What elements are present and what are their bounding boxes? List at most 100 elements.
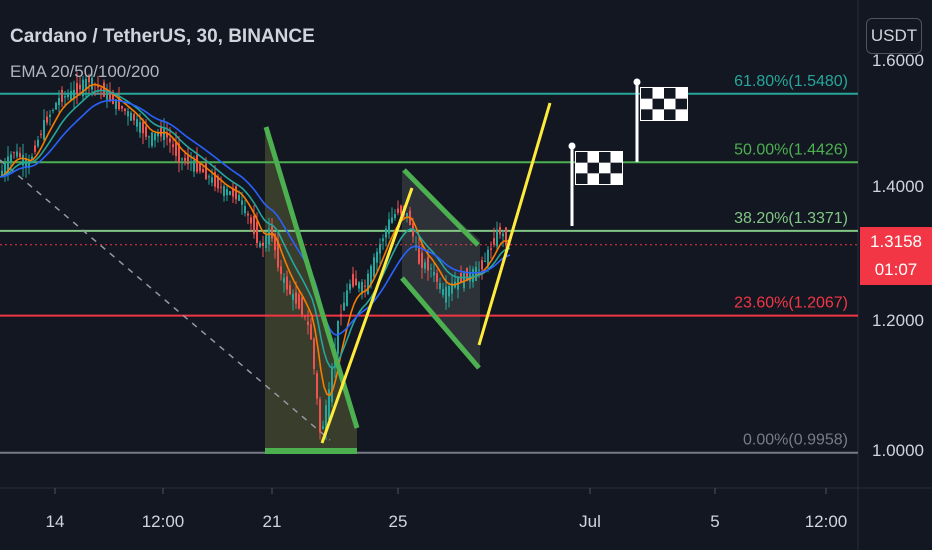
- candle-body: [226, 189, 228, 196]
- candle-body: [268, 228, 270, 245]
- candle-body: [190, 162, 192, 164]
- candle-body: [46, 116, 48, 123]
- candle-body: [31, 156, 33, 160]
- candle-body: [28, 159, 30, 168]
- candle-body: [223, 186, 225, 196]
- flag-check: [587, 162, 599, 174]
- candle-body: [262, 242, 264, 246]
- candle-body: [100, 88, 102, 91]
- candle-body: [487, 249, 489, 267]
- checkered-flag-icon: [568, 142, 623, 226]
- bar-countdown: 01:07: [874, 260, 918, 279]
- candle-body: [106, 92, 108, 100]
- flag-check: [675, 98, 687, 110]
- flag-check: [664, 109, 676, 120]
- candle-body: [13, 152, 15, 154]
- candle-body: [166, 132, 168, 138]
- candle-body: [136, 119, 138, 127]
- price-axis-tick: 1.0000: [872, 441, 924, 460]
- candle-body: [133, 113, 135, 121]
- candle-body: [310, 324, 312, 340]
- candle-body: [331, 366, 333, 403]
- candle-body: [301, 297, 303, 315]
- candle-body: [322, 426, 324, 429]
- dashed-trend-line: [0, 159, 331, 441]
- time-axis-tick: 5: [710, 512, 719, 531]
- wedge-upper-line: [263, 126, 360, 429]
- fib-level-label: 50.00%(1.4426): [734, 141, 848, 158]
- candle-body: [280, 266, 282, 274]
- candle-body: [304, 315, 306, 317]
- indicator-label[interactable]: EMA 20/50/100/200: [10, 62, 160, 81]
- candle-body: [400, 205, 402, 214]
- candle-body: [490, 248, 492, 250]
- candle-body: [235, 186, 237, 200]
- candle-body: [379, 244, 381, 254]
- candle-body: [64, 96, 66, 98]
- flag-check: [610, 162, 622, 174]
- flag-lower-line: [400, 276, 481, 370]
- candle-body: [424, 262, 426, 269]
- candle-body: [484, 260, 486, 262]
- candle-body: [22, 154, 24, 166]
- candle-body: [175, 142, 177, 156]
- candle-body: [199, 163, 201, 172]
- ema-50-line: [0, 89, 511, 369]
- flag-check: [599, 152, 611, 163]
- flag-check: [664, 88, 676, 99]
- candle-body: [325, 405, 327, 435]
- candle-body: [352, 273, 354, 287]
- flag-check: [576, 152, 588, 163]
- currency-button[interactable]: USDT: [866, 18, 922, 54]
- candle-body: [187, 155, 189, 165]
- candle-body: [160, 125, 162, 137]
- yellow-trend-line-2: [477, 102, 552, 346]
- candle-body: [16, 151, 18, 157]
- candle-body: [4, 163, 6, 176]
- candle-body: [247, 213, 249, 216]
- candle-body: [316, 373, 318, 399]
- candle-body: [214, 172, 216, 187]
- candle-body: [184, 157, 186, 161]
- candle-body: [451, 282, 453, 294]
- price-axis-tick: 1.4000: [872, 177, 924, 196]
- candle-body: [238, 194, 240, 201]
- candle-body: [478, 269, 480, 271]
- candle-body: [259, 243, 261, 247]
- candle-body: [496, 229, 498, 247]
- candle-body: [7, 156, 9, 174]
- candle-body: [40, 133, 42, 135]
- candle-body: [340, 314, 342, 317]
- candle-body: [349, 283, 351, 290]
- candle-body: [382, 238, 384, 242]
- candle-body: [436, 273, 438, 282]
- candle-body: [430, 268, 432, 270]
- yellow-trend-line-1: [320, 187, 414, 444]
- candle-body: [115, 99, 117, 109]
- candle-body: [385, 228, 387, 238]
- candle-body: [448, 286, 450, 297]
- candle-body: [139, 122, 141, 133]
- candle-body: [277, 240, 279, 268]
- candle-body: [88, 77, 90, 83]
- last-price-label: 1.3158 01:07: [860, 227, 932, 285]
- candle-body: [307, 321, 309, 326]
- candle-body: [142, 122, 144, 134]
- time-axis-tick: 12:00: [142, 512, 185, 531]
- candle-body: [1, 170, 3, 177]
- candle-body: [211, 177, 213, 183]
- candle-body: [271, 226, 273, 239]
- candle-body: [391, 217, 393, 223]
- checkered-flag-icon: [633, 78, 688, 162]
- candle-body: [10, 154, 12, 163]
- candle-body: [388, 219, 390, 234]
- candle-body: [427, 257, 429, 271]
- candle-body: [178, 143, 180, 163]
- candle-body: [73, 89, 75, 99]
- candle-body: [85, 78, 87, 90]
- candle-body: [295, 292, 297, 304]
- flag-check: [576, 173, 588, 184]
- ema-100-line: [0, 99, 511, 336]
- candle-body: [148, 136, 150, 138]
- time-axis-tick: 12:00: [805, 512, 848, 531]
